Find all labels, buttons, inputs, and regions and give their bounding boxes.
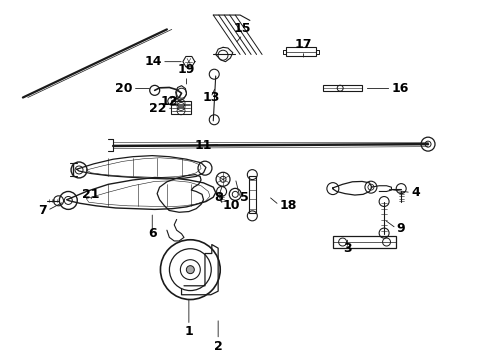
Text: 21: 21: [82, 188, 100, 201]
Text: 2: 2: [214, 339, 222, 352]
Text: 9: 9: [396, 222, 405, 235]
Text: 20: 20: [115, 82, 133, 95]
Text: 11: 11: [195, 139, 212, 152]
Text: 13: 13: [202, 91, 220, 104]
Text: 3: 3: [343, 242, 352, 255]
Text: 18: 18: [279, 199, 296, 212]
Text: 12: 12: [161, 95, 178, 108]
Text: 10: 10: [223, 199, 241, 212]
Text: 16: 16: [392, 82, 409, 95]
Text: 7: 7: [39, 204, 48, 217]
Text: 1: 1: [185, 325, 193, 338]
Text: 6: 6: [148, 227, 157, 240]
Circle shape: [186, 266, 195, 274]
Text: 22: 22: [149, 102, 167, 115]
Text: 19: 19: [178, 63, 195, 76]
Text: 4: 4: [411, 186, 420, 199]
Text: 14: 14: [145, 55, 162, 68]
Text: 8: 8: [214, 192, 222, 204]
Text: 15: 15: [234, 22, 251, 35]
Text: 5: 5: [240, 192, 249, 204]
Text: 17: 17: [295, 38, 312, 51]
